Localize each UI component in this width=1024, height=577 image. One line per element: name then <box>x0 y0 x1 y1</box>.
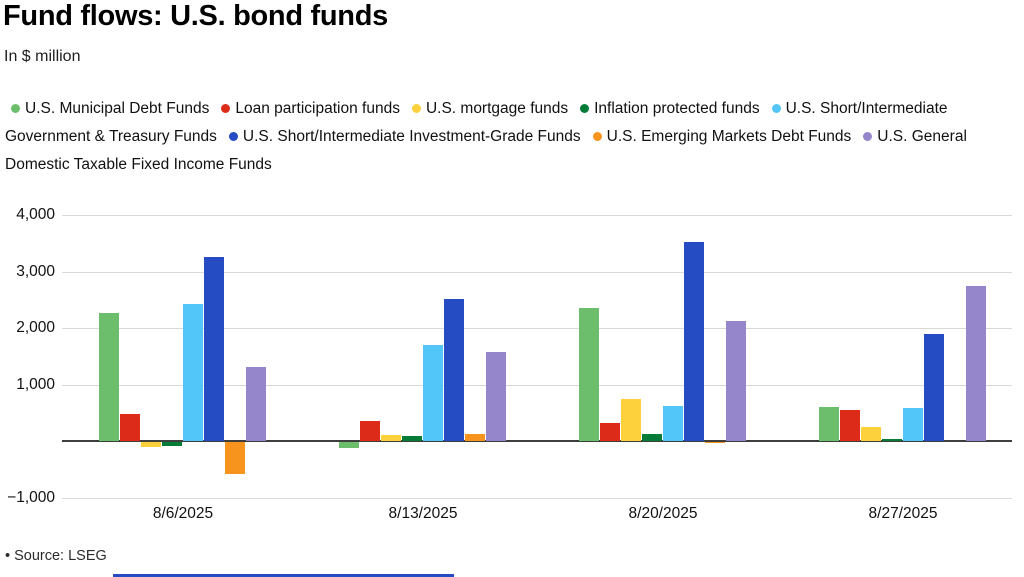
gridline <box>62 497 1012 499</box>
bar <box>840 409 860 441</box>
bar <box>621 399 641 441</box>
bar <box>819 406 839 441</box>
x-axis-tick-label: 8/6/2025 <box>152 505 214 522</box>
legend-item: Inflation protected funds <box>574 100 760 117</box>
bar <box>705 442 725 444</box>
legend-label: U.S. Municipal Debt Funds <box>25 100 210 117</box>
gridline <box>62 384 1012 386</box>
bar <box>903 408 923 441</box>
bar <box>246 366 266 441</box>
gridline <box>62 215 1012 216</box>
bar <box>444 298 464 441</box>
legend-label: Loan participation funds <box>235 100 400 117</box>
source-note: • Source: LSEG <box>5 548 107 564</box>
plot-area: 4,000 3,000 2,000 1,000 −1,000 8/6/2025 8/13/2… <box>0 206 1024 530</box>
y-axis-tick-label: −1,000 <box>7 488 55 506</box>
bar <box>642 434 662 441</box>
y-axis-tick-label: 3,000 <box>16 262 55 280</box>
bar <box>861 426 881 441</box>
bar <box>966 285 986 441</box>
x-axis-tick-label: 8/27/2025 <box>868 505 938 522</box>
legend-dot-icon <box>863 132 873 141</box>
bar <box>339 442 359 448</box>
legend-item: U.S. Short/Intermediate Government & Tre… <box>5 100 948 145</box>
bar <box>726 320 746 441</box>
bar <box>183 303 203 441</box>
bar <box>141 442 161 448</box>
bar <box>663 405 683 441</box>
legend-item: U.S. General Domestic Taxable Fixed Inco… <box>5 128 967 173</box>
legend-dot-icon <box>592 132 602 141</box>
legend-item: U.S. Municipal Debt Funds <box>5 100 209 117</box>
gridline <box>62 271 1012 273</box>
bar <box>120 413 140 441</box>
chart-subtitle: In $ million <box>4 48 81 65</box>
bottom-accent-bar <box>113 574 454 577</box>
legend: U.S. Municipal Debt Funds Loan participat… <box>5 95 993 179</box>
bar <box>162 442 182 446</box>
x-axis-tick-label: 8/20/2025 <box>628 505 698 522</box>
gridline <box>62 328 1012 329</box>
legend-label: U.S. General Domestic Taxable Fixed Inco… <box>5 128 967 173</box>
x-axis-tick-label: 8/13/2025 <box>388 505 458 522</box>
legend-label: U.S. Emerging Markets Debt Funds <box>606 128 852 145</box>
legend-item: U.S. Short/Intermediate Investment-Grade… <box>223 128 581 145</box>
legend-label: Inflation protected funds <box>594 100 760 117</box>
bar <box>204 257 224 441</box>
bar <box>465 433 485 441</box>
y-axis-tick-label: 2,000 <box>16 319 55 336</box>
bar <box>600 423 620 441</box>
legend-item: U.S. mortgage funds <box>406 100 568 117</box>
bar <box>381 434 401 441</box>
bar <box>486 351 506 441</box>
legend-dot-icon <box>771 104 781 113</box>
legend-dot-icon <box>411 104 421 113</box>
bar <box>225 442 245 475</box>
legend-dot-icon <box>580 104 590 113</box>
y-axis-tick-label: 1,000 <box>16 375 55 393</box>
bar <box>882 439 902 441</box>
legend-label: U.S. Short/Intermediate Investment-Grade… <box>242 128 581 145</box>
bar <box>99 312 119 441</box>
legend-dot-icon <box>11 104 20 113</box>
legend-dot-icon <box>228 132 238 141</box>
legend-label: U.S. mortgage funds <box>425 100 569 117</box>
chart-title: Fund flows: U.S. bond funds <box>3 0 388 32</box>
legend-label: U.S. Short/Intermediate Government & Tre… <box>5 100 948 145</box>
bar <box>423 344 443 441</box>
bar <box>924 333 944 441</box>
bar <box>684 242 704 441</box>
bar <box>579 308 599 441</box>
legend-item: Loan participation funds <box>215 100 400 117</box>
y-axis-tick-label: 4,000 <box>16 206 55 223</box>
bar <box>360 421 380 441</box>
legend-dot-icon <box>221 104 231 113</box>
bar <box>402 436 422 441</box>
legend-item: U.S. Emerging Markets Debt Funds <box>587 128 852 145</box>
x-axis-zero-line <box>62 440 1012 442</box>
